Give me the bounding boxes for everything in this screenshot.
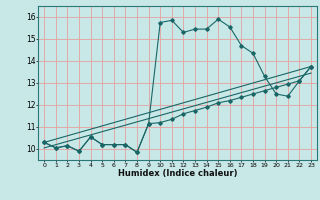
X-axis label: Humidex (Indice chaleur): Humidex (Indice chaleur): [118, 169, 237, 178]
